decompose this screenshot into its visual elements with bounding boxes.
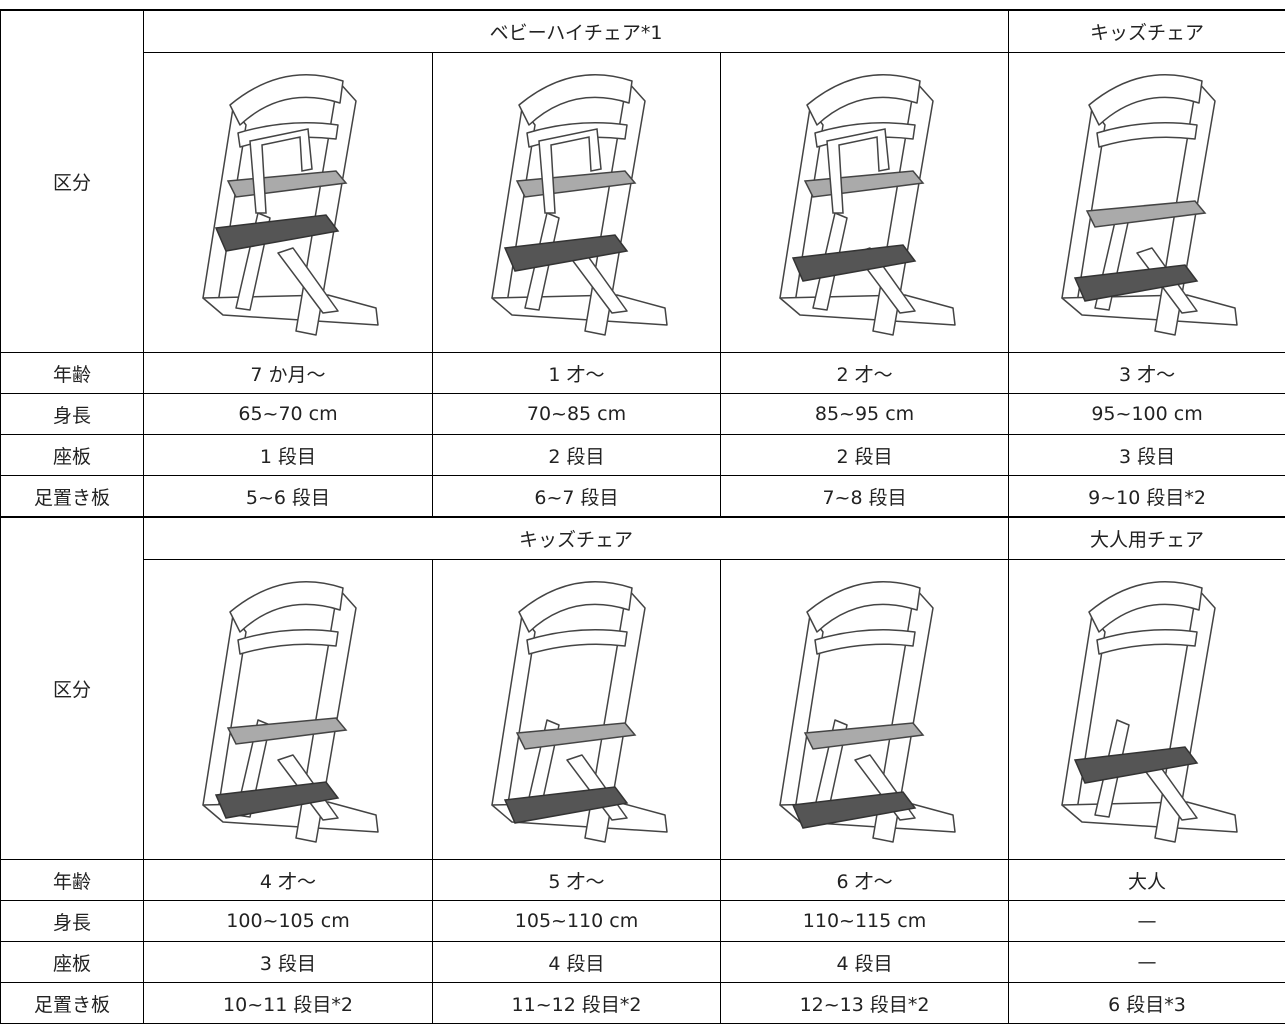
group-header: ベビーハイチェア*1 bbox=[142, 9, 1010, 53]
cell: 6 才～ bbox=[719, 859, 1010, 901]
cell: 110~115 cm bbox=[719, 900, 1010, 942]
chair-image bbox=[490, 580, 668, 843]
group-header: キッズチェア bbox=[1008, 9, 1285, 53]
chair-image bbox=[778, 73, 956, 336]
cell: 3 才～ bbox=[1008, 352, 1285, 394]
cell: 4 才～ bbox=[143, 859, 433, 901]
size-table: 区分 ベビーハイチェア*1 キッズチェア 年齢 7 か月～ 1 才～ 2 才～ 3 才～… bbox=[0, 9, 1285, 1024]
cell: 2 段目 bbox=[432, 434, 721, 476]
cell: 5~6 段目 bbox=[143, 475, 433, 518]
cell: 95~100 cm bbox=[1008, 393, 1285, 435]
chair-image bbox=[1061, 580, 1238, 843]
cell: 7~8 段目 bbox=[719, 475, 1010, 518]
chair-image bbox=[202, 580, 379, 843]
cell: 大人 bbox=[1008, 859, 1285, 901]
cell: 3 段目 bbox=[143, 941, 433, 983]
row-label: 足置き板 bbox=[0, 475, 144, 518]
row-label: 座板 bbox=[0, 434, 144, 476]
cell: 2 段目 bbox=[719, 434, 1010, 476]
cell: 70~85 cm bbox=[432, 393, 721, 435]
cell: 100~105 cm bbox=[143, 900, 433, 942]
cell: 12~13 段目*2 bbox=[719, 982, 1010, 1024]
cell: 105~110 cm bbox=[432, 900, 721, 942]
cell: 4 段目 bbox=[432, 941, 721, 983]
row-label: 年齢 bbox=[0, 352, 144, 394]
cell: 4 段目 bbox=[719, 941, 1010, 983]
cell: 2 才～ bbox=[719, 352, 1010, 394]
cell: 1 才～ bbox=[432, 352, 721, 394]
row-label: 年齢 bbox=[0, 859, 144, 901]
cell: — bbox=[1008, 900, 1285, 942]
category-label: 区分 bbox=[0, 9, 144, 353]
cell: — bbox=[1008, 941, 1285, 983]
cell: 3 段目 bbox=[1008, 434, 1285, 476]
row-label: 座板 bbox=[0, 941, 144, 983]
cell: 85~95 cm bbox=[719, 393, 1010, 435]
cell: 7 か月～ bbox=[143, 352, 433, 394]
cell: 11~12 段目*2 bbox=[432, 982, 721, 1024]
row-label: 足置き板 bbox=[0, 982, 144, 1024]
group-header: 大人用チェア bbox=[1008, 516, 1285, 560]
cell: 6~7 段目 bbox=[432, 475, 721, 518]
row-label: 身長 bbox=[0, 900, 144, 942]
cell: 5 才～ bbox=[432, 859, 721, 901]
chair-image bbox=[490, 73, 668, 336]
group-header: キッズチェア bbox=[142, 516, 1010, 560]
cell: 6 段目*3 bbox=[1008, 982, 1285, 1024]
chair-image bbox=[778, 580, 956, 843]
cell: 1 段目 bbox=[143, 434, 433, 476]
chair-image bbox=[1061, 73, 1238, 336]
category-label: 区分 bbox=[0, 516, 144, 860]
chair-image bbox=[202, 73, 379, 336]
row-label: 身長 bbox=[0, 393, 144, 435]
cell: 10~11 段目*2 bbox=[143, 982, 433, 1024]
cell: 65~70 cm bbox=[143, 393, 433, 435]
cell: 9~10 段目*2 bbox=[1008, 475, 1285, 518]
